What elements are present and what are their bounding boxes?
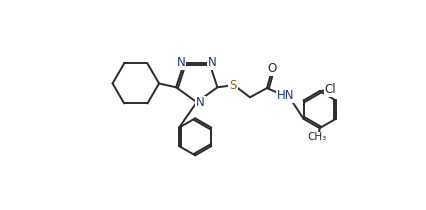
Text: S: S [229, 79, 236, 92]
Text: O: O [267, 62, 276, 75]
Text: N: N [176, 56, 185, 69]
Text: N: N [196, 96, 204, 109]
Text: Cl: Cl [324, 83, 336, 96]
Text: HN: HN [276, 89, 294, 102]
Text: CH₃: CH₃ [307, 132, 326, 142]
Text: N: N [208, 56, 216, 69]
